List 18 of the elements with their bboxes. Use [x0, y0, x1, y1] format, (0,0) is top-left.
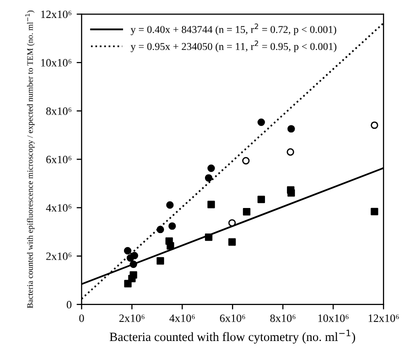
x-tick-label: 4x10⁶ — [169, 314, 195, 322]
x-tick-label: 12x10⁶ — [368, 314, 399, 322]
y-tick-label: 2x10⁶ — [46, 252, 72, 260]
y-axis-title: Bacteria counted with epifluorescence microscopy / expected number to TEM (no. ml$^{−1}$) — [25, 10, 35, 308]
y-tick-label: 12x10⁶ — [41, 10, 72, 18]
y-tick-label: 10x10⁶ — [41, 59, 72, 67]
y-tick-label: 8x10⁶ — [46, 107, 72, 115]
y-tick-label: 0 — [66, 300, 72, 308]
x-tick-label: 0 — [79, 314, 84, 322]
legend-label: y = 0.95x + 234050 (n = 11, r$^{2}$ = 0.95, p < 0.001) — [130, 40, 336, 52]
y-tick-label: 4x10⁶ — [46, 204, 72, 212]
x-tick-label: 2x10⁶ — [119, 314, 144, 322]
x-axis-title: Bacteria counted with flow cytometry (no. ml$^{−1}$) — [110, 330, 356, 344]
x-tick-label: 6x10⁶ — [220, 314, 246, 322]
x-tick-label: 8x10⁶ — [270, 314, 296, 322]
x-tick-label: 10x10⁶ — [318, 314, 349, 322]
y-tick-label: 6x10⁶ — [46, 156, 72, 164]
legend-label: y = 0.40x + 843744 (n = 15, r$^{2}$ = 0.72, p < 0.001) — [130, 24, 336, 36]
